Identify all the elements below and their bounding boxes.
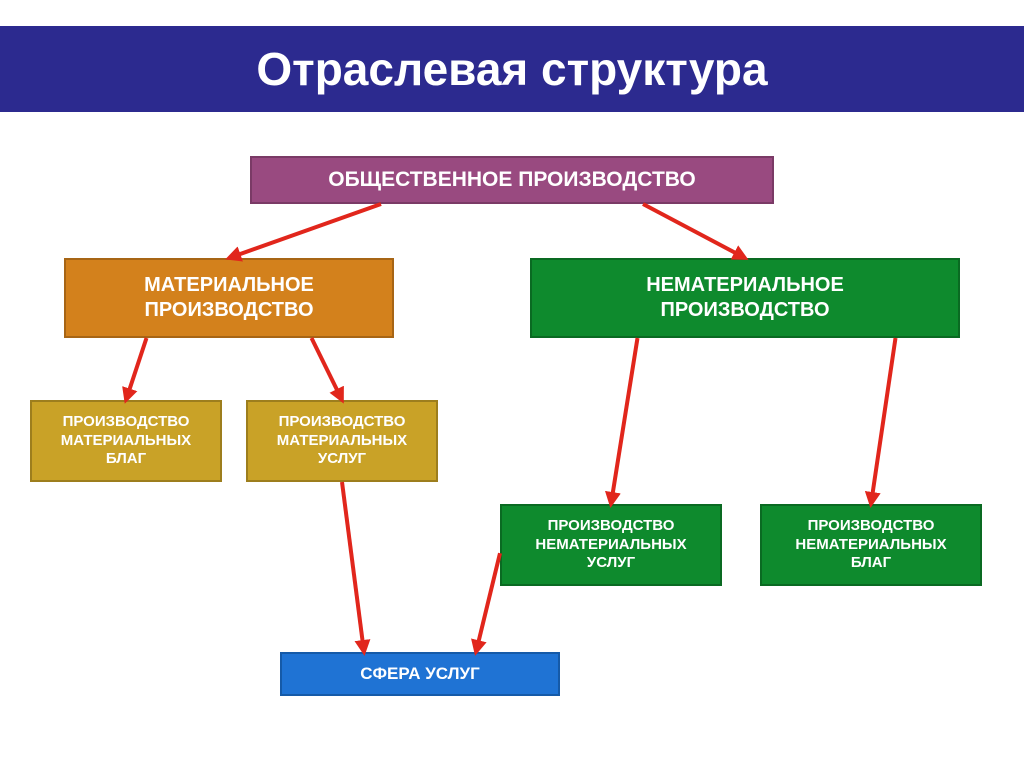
node-material-goods: ПРОИЗВОДСТВОМАТЕРИАЛЬНЫХБЛАГ: [30, 400, 222, 482]
node-immaterial-services-label: ПРОИЗВОДСТВОНЕМАТЕРИАЛЬНЫХУСЛУГ: [535, 517, 686, 573]
edge-arrow: [312, 338, 343, 400]
title-bar: Отраслевая структура: [0, 26, 1024, 112]
node-immaterial-goods-label: ПРОИЗВОДСТВОНЕМАТЕРИАЛЬНЫХБЛАГ: [795, 517, 946, 573]
edge-arrow: [342, 482, 364, 652]
edge-arrow: [611, 338, 638, 504]
node-material-goods-label: ПРОИЗВОДСТВОМАТЕРИАЛЬНЫХБЛАГ: [61, 413, 191, 469]
node-service-sphere: СФЕРА УСЛУГ: [280, 652, 560, 696]
edge-arrow: [126, 338, 147, 400]
node-root: ОБЩЕСТВЕННОЕ ПРОИЗВОДСТВО: [250, 156, 774, 204]
edge-arrow: [643, 204, 745, 258]
node-material-label: МАТЕРИАЛЬНОЕПРОИЗВОДСТВО: [144, 273, 314, 323]
node-root-label: ОБЩЕСТВЕННОЕ ПРОИЗВОДСТВО: [328, 167, 696, 193]
node-immaterial-label: НЕМАТЕРИАЛЬНОЕПРОИЗВОДСТВО: [646, 273, 844, 323]
edge-arrow: [229, 204, 381, 258]
node-immaterial-goods: ПРОИЗВОДСТВОНЕМАТЕРИАЛЬНЫХБЛАГ: [760, 504, 982, 586]
node-material-services: ПРОИЗВОДСТВОМАТЕРИАЛЬНЫХУСЛУГ: [246, 400, 438, 482]
node-immaterial: НЕМАТЕРИАЛЬНОЕПРОИЗВОДСТВО: [530, 258, 960, 338]
node-immaterial-services: ПРОИЗВОДСТВОНЕМАТЕРИАЛЬНЫХУСЛУГ: [500, 504, 722, 586]
edge-arrow: [476, 553, 500, 652]
node-service-sphere-label: СФЕРА УСЛУГ: [360, 663, 480, 684]
node-material: МАТЕРИАЛЬНОЕПРОИЗВОДСТВО: [64, 258, 394, 338]
title-text: Отраслевая структура: [256, 42, 767, 96]
node-material-services-label: ПРОИЗВОДСТВОМАТЕРИАЛЬНЫХУСЛУГ: [277, 413, 407, 469]
edge-arrow: [871, 338, 896, 504]
